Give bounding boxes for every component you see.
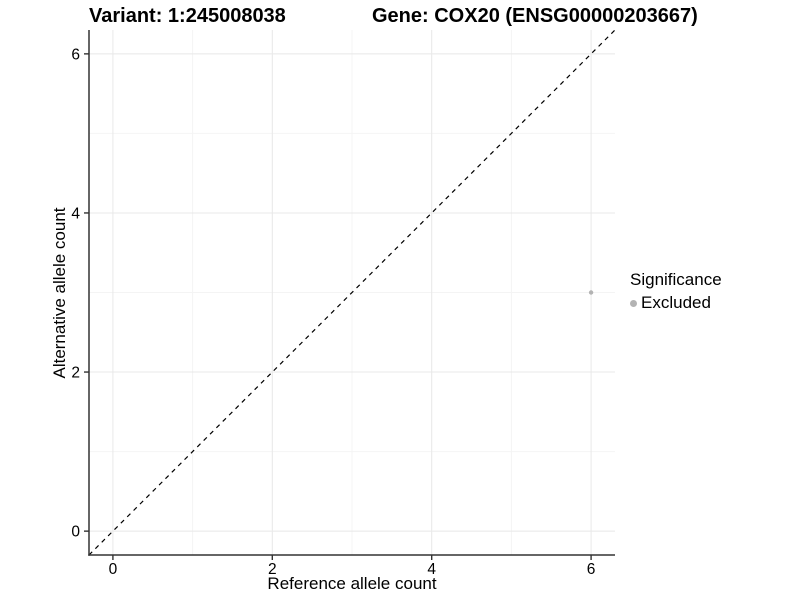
y-tick-label: 4 [71,205,80,222]
plot-title-gene: Gene: COX20 (ENSG00000203667) [372,5,698,27]
excluded-point-icon [630,299,637,307]
legend: Significance Excluded [630,270,722,313]
x-tick-label: 6 [587,561,596,578]
y-tick-label: 2 [71,365,80,382]
y-axis-title: Alternative allele count [50,207,69,379]
x-tick-label: 0 [109,561,118,578]
legend-title: Significance [630,270,722,289]
x-tick-label: 2 [268,561,277,578]
identity-reference-line [88,29,616,556]
legend-item-label: Excluded [641,293,711,312]
x-axis-title: Reference allele count [267,574,437,593]
y-tick-label: 0 [71,524,80,541]
legend-item-excluded: Excluded [630,293,722,313]
x-tick-label: 4 [427,561,436,578]
y-tick-label: 6 [71,46,80,63]
data-point [588,290,594,295]
plot-title-variant: Variant: 1:245008038 [89,5,286,27]
